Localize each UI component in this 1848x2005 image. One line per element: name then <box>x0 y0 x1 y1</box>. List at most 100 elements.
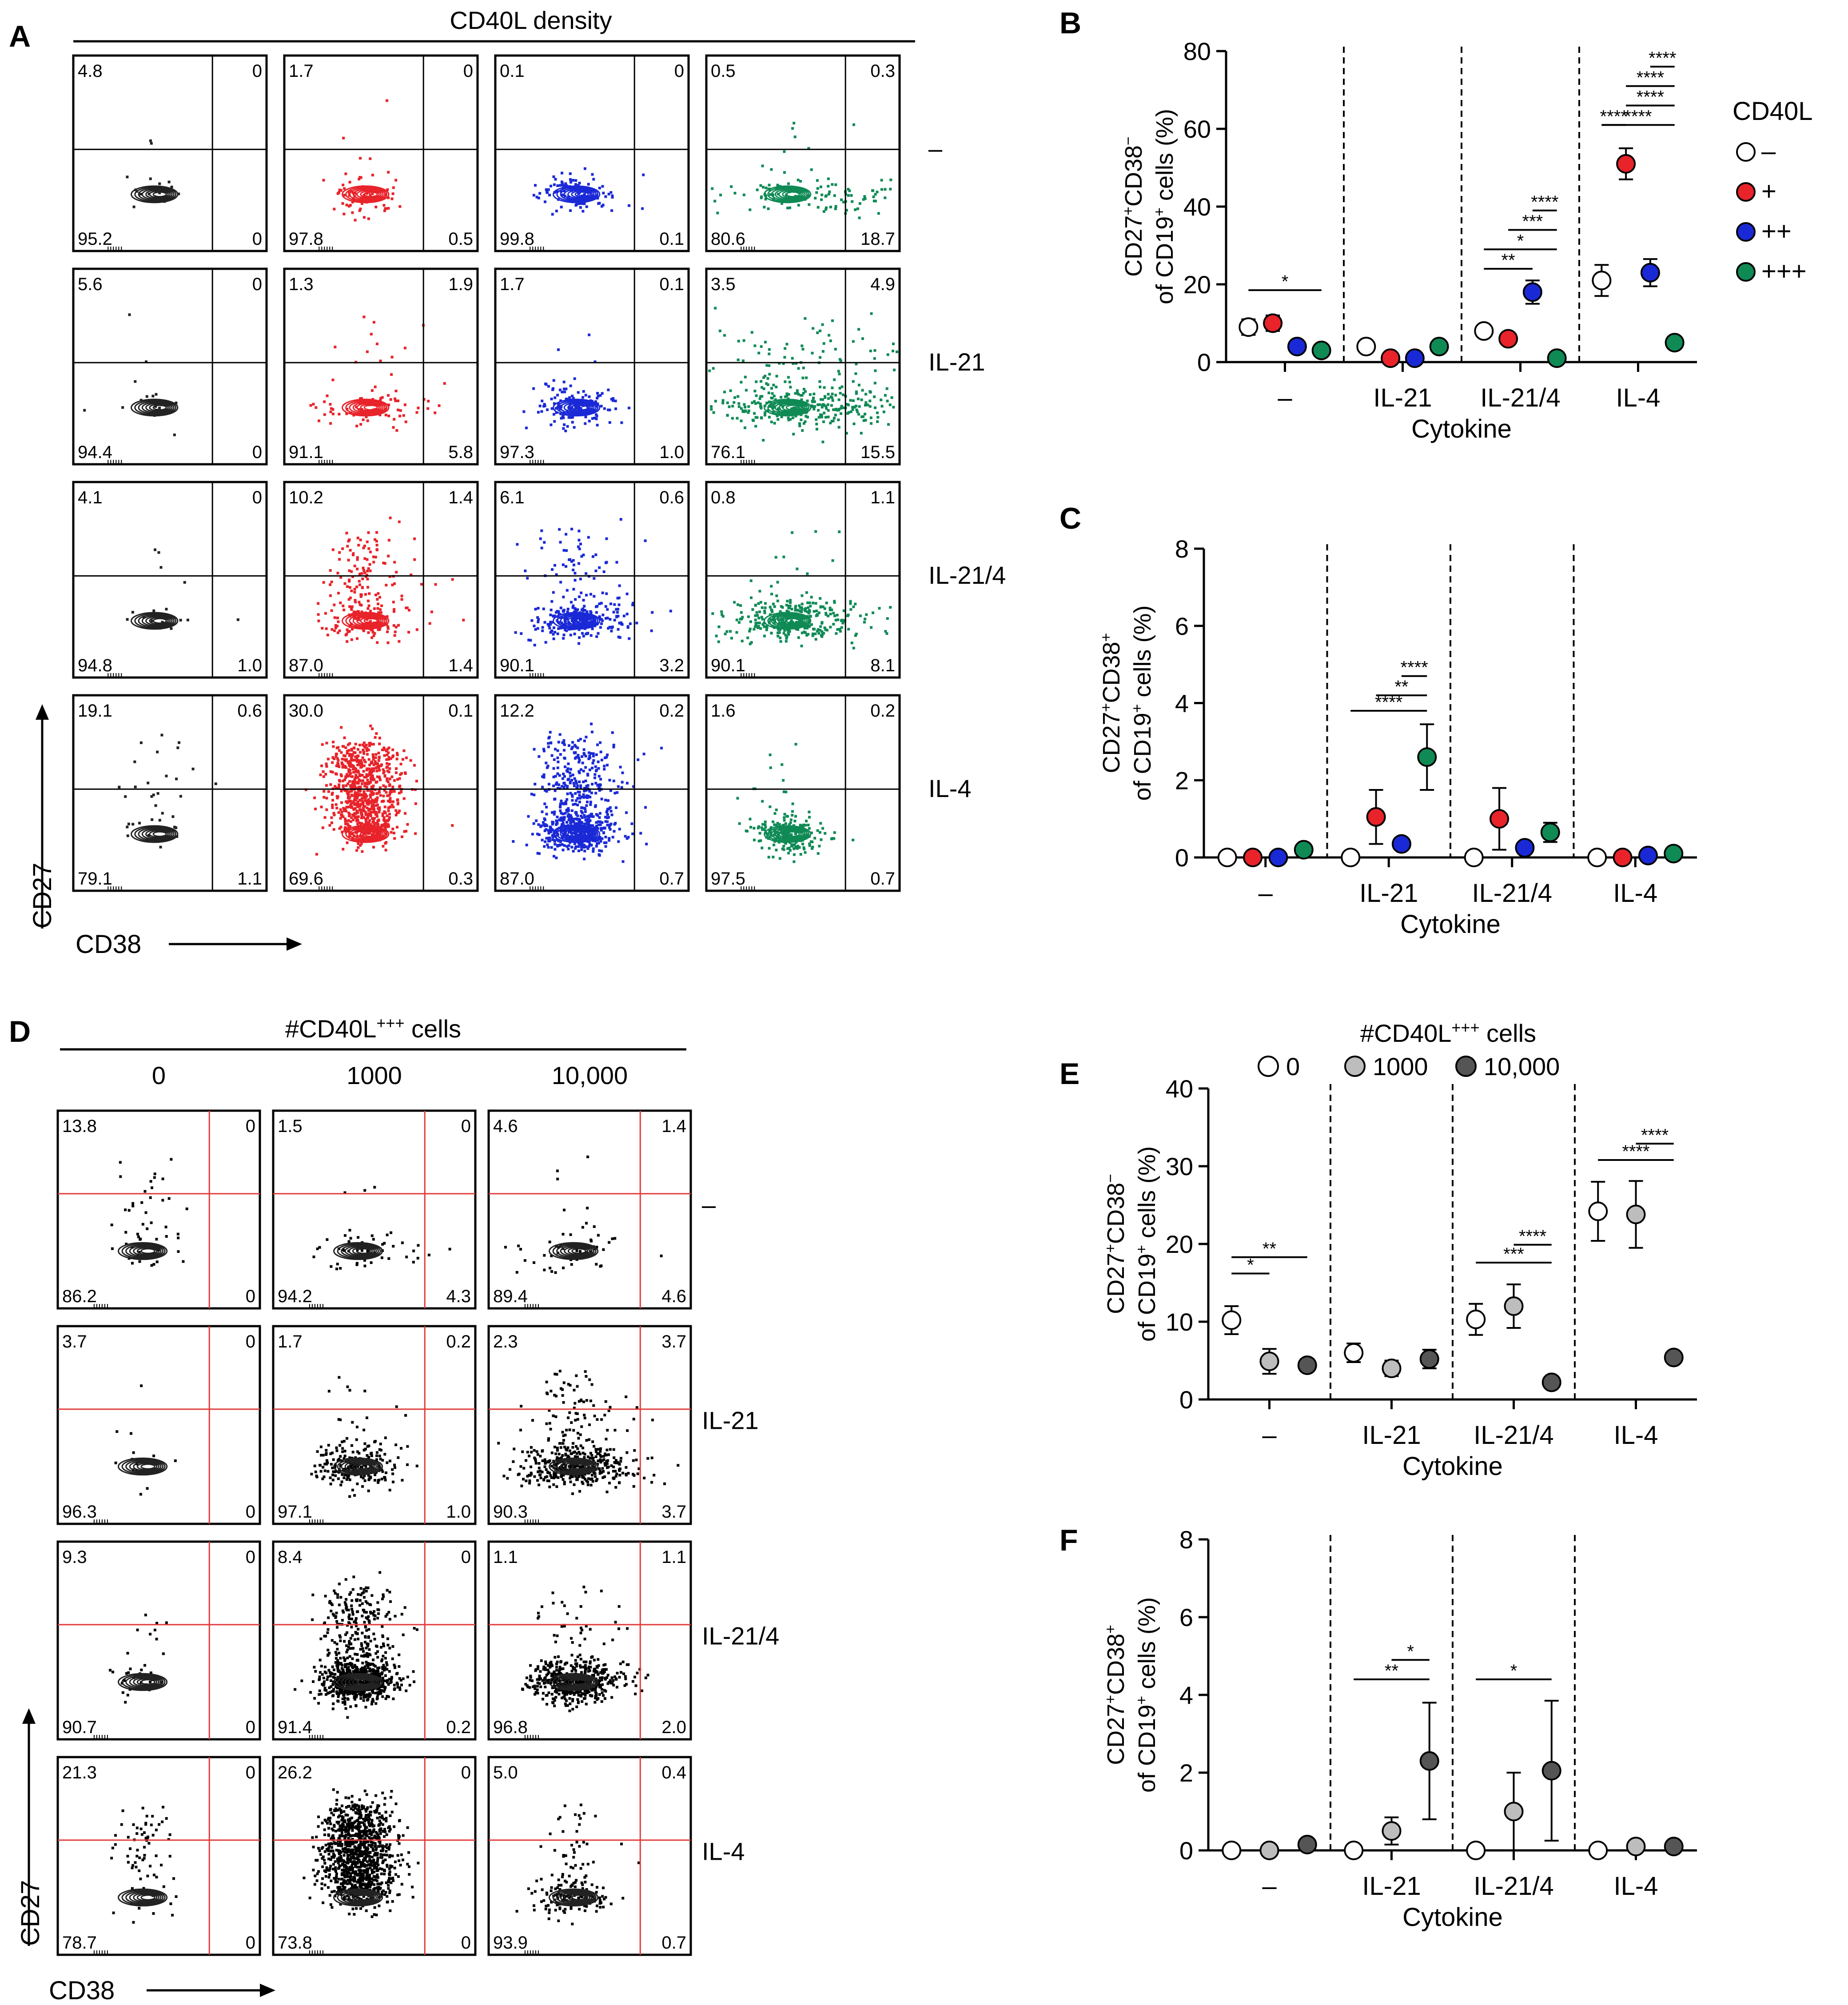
event-dot <box>564 784 567 787</box>
event-dot <box>579 737 582 741</box>
event-dot <box>394 399 397 403</box>
event-dot <box>749 579 753 582</box>
event-dot <box>371 778 374 781</box>
event-dot <box>365 785 368 789</box>
event-dot <box>827 409 830 412</box>
event-dot <box>578 821 581 824</box>
event-dot <box>600 849 603 853</box>
event-dot <box>386 780 390 783</box>
event-dot <box>807 611 810 614</box>
event-dot <box>595 611 598 614</box>
event-dot <box>346 628 349 631</box>
event-dot <box>578 202 581 205</box>
event-dot <box>892 406 895 409</box>
event-dot <box>339 1444 342 1447</box>
event-dot <box>574 847 577 850</box>
event-dot <box>594 553 597 556</box>
event-dot <box>852 399 855 402</box>
density-contour <box>344 1245 377 1257</box>
flow-plot-frame <box>283 267 479 466</box>
event-dot <box>852 605 855 608</box>
density-contour <box>556 1459 595 1474</box>
event-dot <box>562 742 566 745</box>
event-dot <box>562 824 565 827</box>
event-dot <box>838 628 841 631</box>
event-dot <box>389 805 392 808</box>
density-contour <box>571 1463 586 1470</box>
event-dot <box>564 833 567 836</box>
event-dot <box>372 801 375 804</box>
event-dot <box>852 123 856 126</box>
event-dot <box>580 833 583 836</box>
flow-plot: 13.8 086.2 0 <box>56 1109 261 1310</box>
event-dot <box>587 183 590 186</box>
event-dot <box>524 1459 527 1462</box>
event-dot <box>358 580 361 583</box>
event-dot <box>565 549 568 552</box>
event-dot <box>354 767 357 770</box>
event-dot <box>835 632 838 635</box>
event-dot <box>151 818 154 821</box>
event-dot <box>723 391 726 394</box>
event-dot <box>607 799 610 802</box>
event-dot <box>574 792 577 795</box>
event-dot <box>858 202 861 205</box>
quadrant-ur: 0 <box>252 488 262 507</box>
event-dot <box>808 601 811 604</box>
event-dot <box>588 1423 591 1426</box>
event-dot <box>559 581 562 584</box>
event-dot <box>566 617 569 620</box>
event-dot <box>331 793 334 796</box>
event-dot <box>834 394 837 397</box>
event-dot <box>528 1474 531 1477</box>
event-dot <box>557 839 560 842</box>
event-dot <box>633 1449 636 1452</box>
event-dot <box>616 611 619 614</box>
event-dot <box>347 792 350 795</box>
event-dot <box>522 1467 526 1470</box>
quadrant-ul: 1.7 <box>500 275 525 294</box>
event-dot <box>356 822 359 825</box>
event-dot <box>759 627 762 630</box>
event-dot <box>594 838 597 841</box>
event-dot <box>818 403 821 406</box>
event-dot <box>580 810 583 813</box>
event-dot <box>589 756 591 759</box>
event-dot <box>594 1475 597 1478</box>
event-dot <box>534 628 537 631</box>
event-dot <box>585 205 588 208</box>
event-dot <box>599 777 602 781</box>
event-dot <box>157 551 160 554</box>
event-dot <box>753 390 757 393</box>
event-dot <box>729 630 732 633</box>
event-dot <box>552 1414 555 1417</box>
event-dot <box>753 838 756 841</box>
event-dot <box>379 359 382 363</box>
event-dot <box>387 751 390 754</box>
event-dot <box>571 606 574 609</box>
event-dot <box>547 742 550 745</box>
event-dot <box>812 602 815 605</box>
event-dot <box>571 1446 574 1449</box>
event-dot <box>836 614 839 617</box>
event-dot <box>599 1470 602 1473</box>
event-dot <box>827 397 830 400</box>
event-dot <box>588 768 591 771</box>
event-dot <box>370 629 373 632</box>
event-dot <box>816 403 819 407</box>
quadrant-ul: 4.6 <box>493 1116 518 1136</box>
event-dot <box>741 616 744 619</box>
event-dot <box>618 622 621 625</box>
event-dot <box>358 790 361 793</box>
event-dot <box>789 849 792 852</box>
event-dot <box>161 1177 164 1180</box>
event-dot <box>598 812 601 815</box>
event-dot <box>710 405 713 408</box>
event-dot <box>577 184 580 187</box>
event-dot <box>764 625 767 628</box>
event-dot <box>588 395 591 398</box>
density-contour <box>342 185 390 203</box>
event-dot <box>551 823 554 826</box>
event-dot <box>556 632 559 635</box>
event-dot <box>348 780 351 783</box>
